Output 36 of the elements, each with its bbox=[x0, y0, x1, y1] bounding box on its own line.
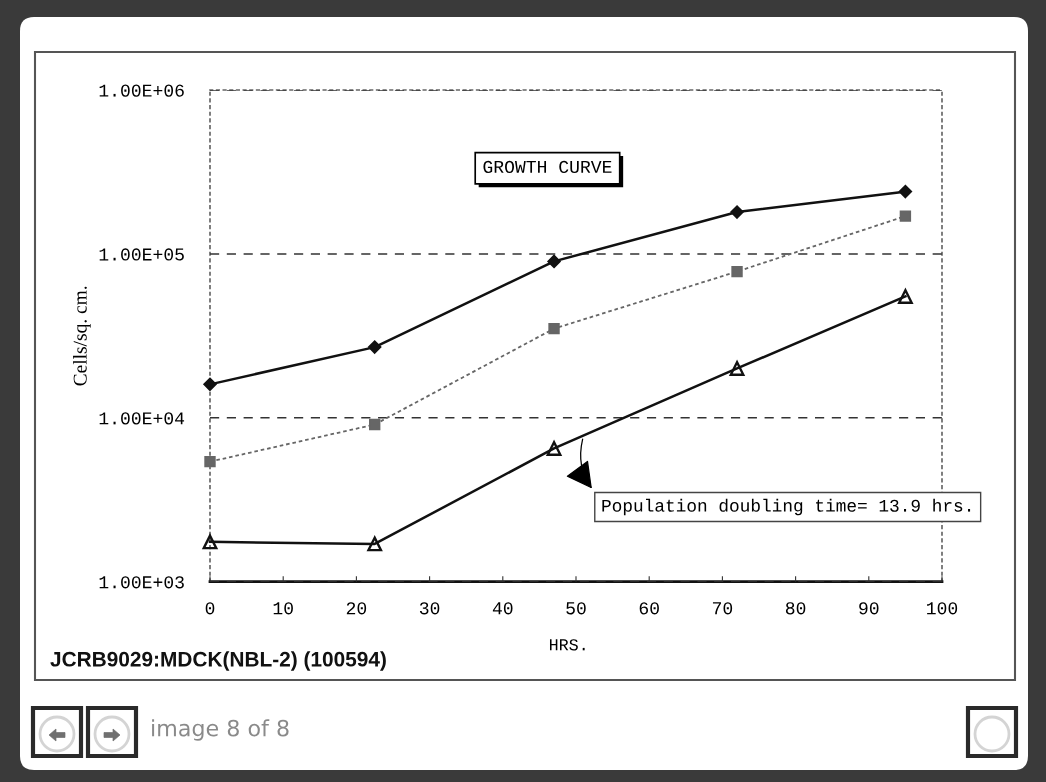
x-tick-label: 30 bbox=[419, 602, 440, 615]
y-tick-label: 1.00E+06 bbox=[99, 84, 184, 97]
annotation: Population doubling time= 13.9 hrs. bbox=[602, 498, 971, 516]
point bbox=[899, 210, 912, 222]
point bbox=[204, 455, 216, 468]
y-tick-label: 1.00E+04 bbox=[99, 412, 185, 425]
x-tick-label: 40 bbox=[492, 602, 513, 615]
x-tick-label: 20 bbox=[346, 602, 367, 615]
x-tick-label: 50 bbox=[566, 602, 586, 615]
point bbox=[730, 205, 744, 219]
x-tick-label: 10 bbox=[273, 602, 293, 615]
point bbox=[548, 322, 560, 335]
x-tick-label: 60 bbox=[639, 602, 659, 615]
point bbox=[367, 340, 382, 354]
y-tick-label: 1.00E+05 bbox=[99, 248, 184, 261]
point bbox=[898, 184, 913, 199]
y-axis-title: Cells/sq. cm. bbox=[73, 286, 91, 386]
point bbox=[546, 441, 562, 456]
point bbox=[202, 534, 218, 550]
point bbox=[729, 361, 745, 376]
text: GROWTH CURVE bbox=[483, 160, 612, 174]
x-tick-label: 80 bbox=[785, 602, 806, 615]
x-tick-label: 70 bbox=[712, 602, 733, 615]
x-axis-title: HRS. bbox=[549, 639, 585, 651]
y-tick-label: 1.00E+03 bbox=[99, 576, 184, 589]
point bbox=[203, 377, 217, 392]
point bbox=[897, 289, 913, 304]
text: JCRB9029:MDCK(NBL-2) (100594) bbox=[50, 651, 386, 671]
x-tick-label: 100 bbox=[927, 602, 958, 615]
point bbox=[369, 418, 381, 431]
point bbox=[367, 536, 383, 552]
text: image 8 of 8 bbox=[152, 719, 289, 741]
point bbox=[731, 265, 743, 278]
x-tick-label: 0 bbox=[205, 602, 215, 615]
x-tick-label: 90 bbox=[859, 602, 879, 615]
point bbox=[547, 254, 561, 269]
